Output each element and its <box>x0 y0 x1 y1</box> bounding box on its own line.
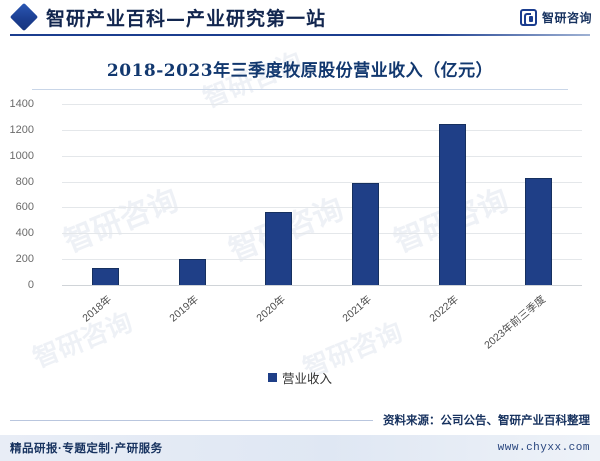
bar-2021年[interactable] <box>351 183 379 285</box>
gridline <box>62 259 582 261</box>
bar-slot <box>235 104 322 285</box>
y-axis-tick-label: 200 <box>15 253 34 266</box>
x-axis: 2018年 2019年 2020年 2021年 2022年 2023年前三季度 <box>62 288 582 358</box>
bar-slot <box>322 104 409 285</box>
diamond-icon <box>9 2 39 32</box>
source-row: 资料来源：公司公告、智研产业百科整理 <box>0 412 600 428</box>
x-axis-tick-label: 2020年 <box>254 293 288 325</box>
bar-slot <box>495 104 582 285</box>
gridline <box>62 181 582 183</box>
bar-series <box>62 104 582 285</box>
header-divider <box>10 34 590 36</box>
y-axis-tick-label: 400 <box>15 227 34 240</box>
x-axis-tick-label: 2018年 <box>80 293 115 325</box>
x-axis-slot: 2023年前三季度 <box>482 288 582 358</box>
chart-legend: 营业收入 <box>10 368 590 387</box>
legend-label: 营业收入 <box>281 372 332 386</box>
y-axis-tick-label: 0 <box>27 279 34 291</box>
chart-card: 2018-2023年三季度牧原股份营业收入（亿元） 0 200 400 600 800 1… <box>10 44 590 414</box>
legend-swatch-icon <box>267 373 277 382</box>
x-axis-slot: 2018年 <box>62 288 149 358</box>
x-axis-slot: 2022年 <box>409 288 496 358</box>
bar-slot <box>409 104 496 285</box>
x-axis-tick-label: 2021年 <box>340 293 375 325</box>
x-axis-tick-label: 2022年 <box>427 293 462 325</box>
chart-title: 2018-2023年三季度牧原股份营业收入（亿元） <box>106 61 494 81</box>
gridline <box>62 104 582 105</box>
y-axis-tick-label: 1200 <box>9 123 34 136</box>
x-axis-slot: 2019年 <box>149 288 236 358</box>
page-header: 智研产业百科—产业研究第一站 智研咨询 <box>0 0 600 34</box>
plot-canvas <box>62 104 582 286</box>
footer-website: www.chyxx.com <box>497 442 590 454</box>
gridline <box>62 207 582 209</box>
bar-2020年[interactable] <box>265 212 293 285</box>
bar-slot <box>149 104 236 285</box>
header-title: 智研产业百科—产业研究第一站 <box>46 7 327 30</box>
x-axis-slot: 2020年 <box>235 288 322 358</box>
brand-logo: 智研咨询 <box>519 8 592 26</box>
bar-2023年前三季度[interactable] <box>525 177 553 285</box>
title-divider <box>32 89 568 90</box>
gridline <box>62 129 582 131</box>
brand-name: 智研咨询 <box>541 10 592 25</box>
bar-2022年[interactable] <box>438 123 466 285</box>
footer-tagline: 精品研报·专题定制·产研服务 <box>10 443 163 455</box>
y-axis-tick-label: 1400 <box>9 98 34 110</box>
source-text: 资料来源：公司公告、智研产业百科整理 <box>383 415 590 427</box>
x-axis-slot: 2021年 <box>322 288 409 358</box>
gridline <box>62 155 582 157</box>
bar-2018年[interactable] <box>91 267 119 285</box>
y-axis-tick-label: 1000 <box>9 149 34 162</box>
x-axis-tick-label: 2019年 <box>167 293 201 325</box>
y-axis-tick-label: 600 <box>15 201 34 214</box>
source-divider <box>10 419 373 421</box>
bar-2019年[interactable] <box>178 258 206 285</box>
gridline <box>62 233 582 235</box>
y-axis-tick-label: 800 <box>15 175 34 188</box>
plot-area: 0 200 400 600 800 1000 1200 1400 2018年 2019年 2020… <box>10 96 590 396</box>
gridline <box>62 285 582 286</box>
zhiyan-mark-icon <box>519 8 537 26</box>
bar-slot <box>62 104 149 285</box>
page-footer: 精品研报·专题定制·产研服务 www.chyxx.com <box>0 435 600 461</box>
